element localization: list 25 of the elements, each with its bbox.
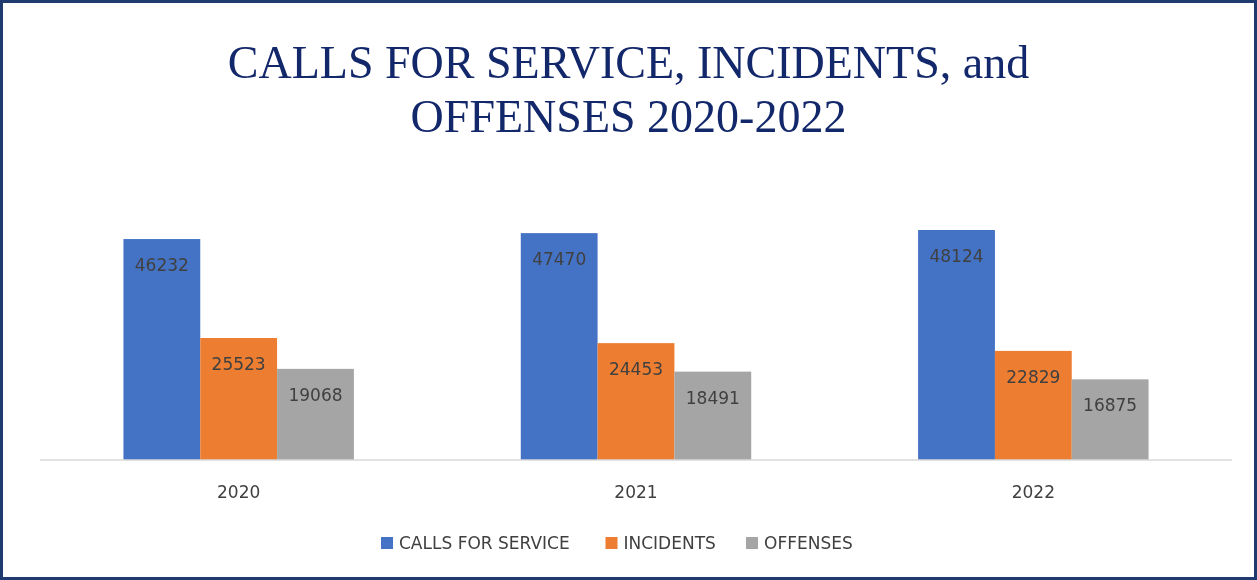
- data-label: 25523: [211, 354, 266, 375]
- data-label: 24453: [608, 359, 664, 380]
- data-label: 46232: [134, 255, 189, 276]
- legend-label: CALLS FOR SERVICE: [399, 533, 570, 553]
- data-label: 48124: [929, 246, 984, 266]
- x-tick-label: 2020: [217, 482, 261, 502]
- bar: [520, 233, 598, 460]
- legend-label: OFFENSES: [764, 533, 853, 553]
- bar: [277, 368, 354, 460]
- bar: [918, 230, 995, 460]
- bar: [123, 239, 201, 460]
- data-label: 18491: [685, 387, 740, 408]
- data-label: 22829: [1006, 366, 1061, 387]
- bar: [200, 338, 278, 460]
- data-label: 47470: [532, 249, 587, 270]
- x-tick-label: 2022: [1011, 482, 1055, 502]
- legend-label: INCIDENTS: [623, 533, 716, 553]
- chart-title: CALLS FOR SERVICE, INCIDENTS, and OFFENSES 2020-2022: [227, 37, 1030, 142]
- data-label: 16875: [1083, 395, 1138, 416]
- bar: [1071, 379, 1149, 460]
- bar: [674, 371, 752, 460]
- x-tick-label: 2021: [614, 482, 658, 502]
- data-label: 19068: [288, 384, 343, 405]
- bar: [597, 343, 675, 460]
- bar: [994, 350, 1072, 460]
